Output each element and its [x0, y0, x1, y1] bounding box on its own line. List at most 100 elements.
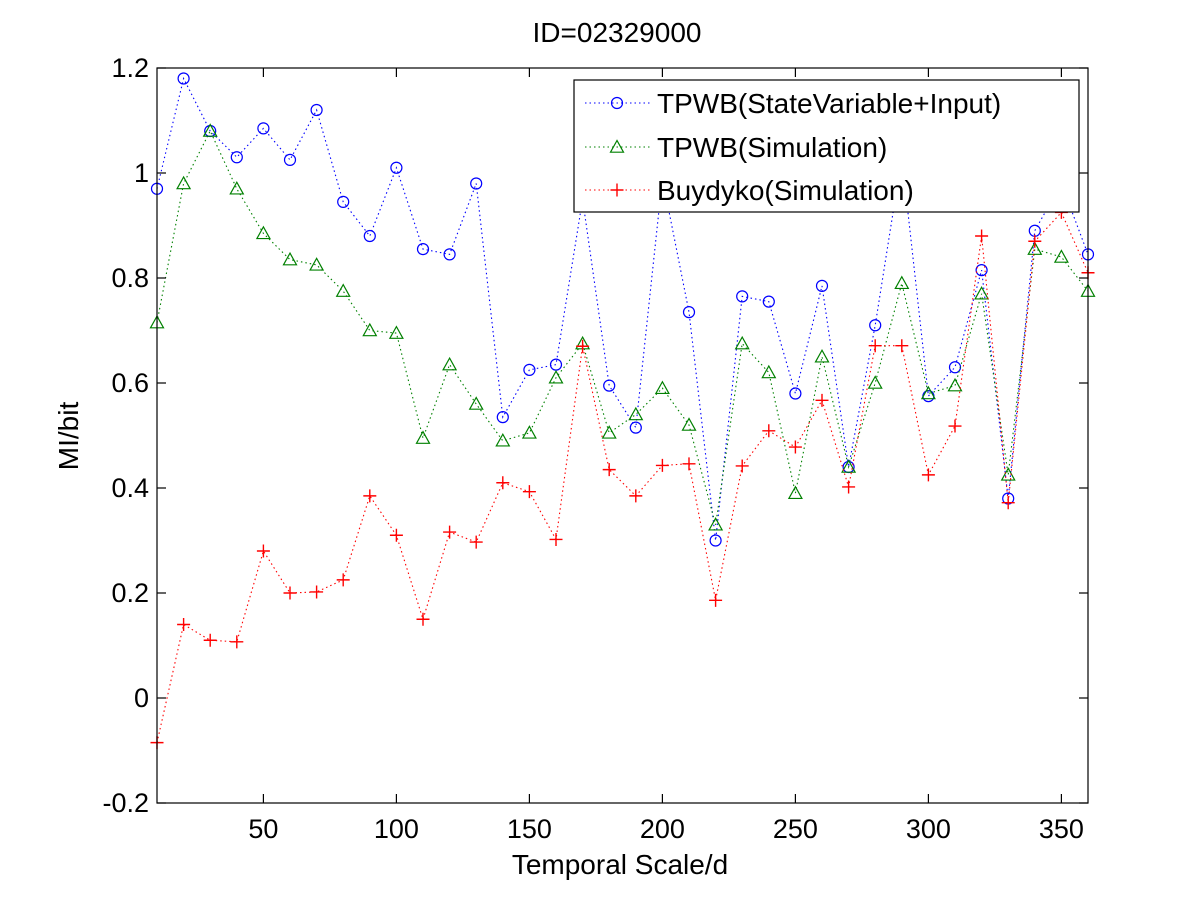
- data-point: [257, 122, 270, 135]
- data-point: [654, 380, 670, 395]
- data-point: [442, 356, 458, 371]
- data-point: [283, 586, 297, 600]
- data-point: [735, 459, 749, 473]
- data-point: [309, 257, 325, 271]
- y-tick-label: 1: [134, 158, 149, 188]
- data-point: [894, 275, 910, 290]
- data-point: [549, 532, 563, 546]
- data-point: [310, 585, 324, 599]
- data-point: [708, 517, 724, 531]
- legend-marker: [610, 96, 624, 110]
- data-point: [1027, 241, 1043, 255]
- series-line: [156, 211, 1089, 743]
- chart-title: ID=02329000: [533, 17, 702, 48]
- data-point: [814, 349, 830, 363]
- data-point: [496, 411, 509, 424]
- legend-label: Buydyko(Simulation): [657, 175, 914, 206]
- data-point: [762, 295, 775, 308]
- x-axis-ticks: 50 100 150 200 250 300 350: [248, 68, 1084, 844]
- data-point: [841, 459, 857, 473]
- data-point: [363, 229, 376, 243]
- data-point: [601, 425, 617, 439]
- data-point: [495, 433, 511, 447]
- data-point: [629, 489, 643, 503]
- data-point: [310, 103, 323, 117]
- data-point: [947, 377, 963, 392]
- data-point: [523, 363, 536, 376]
- data-point: [336, 573, 350, 587]
- data-point: [709, 593, 723, 607]
- legend-box: [573, 79, 1080, 213]
- data-point: [655, 458, 669, 472]
- data-point: [975, 264, 988, 277]
- y-tick-label: 0.2: [111, 578, 149, 608]
- y-axis-label: MI/bit: [53, 402, 84, 471]
- data-point: [736, 290, 749, 303]
- data-point: [202, 123, 218, 137]
- y-tick-label: 0.8: [111, 263, 149, 293]
- legend-entry: TPWB(StateVariable+Input): [585, 88, 1001, 119]
- y-tick-label: 0.6: [111, 368, 149, 398]
- data-point: [337, 195, 350, 208]
- data-point: [256, 544, 270, 558]
- data-point: [869, 319, 882, 332]
- data-point: [1001, 496, 1015, 510]
- series-3: [150, 205, 1095, 750]
- data-point: [895, 339, 909, 353]
- data-point: [362, 322, 378, 337]
- data-point: [682, 306, 696, 319]
- legend: TPWB(StateVariable+Input) TPWB(Simulation…: [573, 79, 1080, 213]
- data-point: [1053, 249, 1069, 263]
- data-point: [282, 251, 298, 266]
- data-point: [177, 72, 190, 85]
- data-point: [443, 525, 457, 539]
- data-point: [628, 406, 644, 421]
- y-tick-label: 1.2: [111, 53, 149, 83]
- data-point: [681, 417, 697, 431]
- legend-marker: [610, 183, 624, 197]
- data-point: [709, 534, 722, 547]
- data-point: [762, 424, 776, 438]
- data-point: [788, 440, 802, 454]
- x-tick-label: 50: [248, 814, 278, 844]
- x-tick-label: 100: [374, 814, 419, 844]
- plot-series: [149, 72, 1096, 750]
- legend-entries: TPWB(StateVariable+Input) TPWB(Simulation…: [585, 88, 1001, 206]
- x-tick-label: 250: [773, 814, 818, 844]
- legend-label: TPWB(StateVariable+Input): [657, 88, 1001, 119]
- y-axis-ticks: -0.2 0 0.2 0.4 0.6 0.8 1 1.2: [102, 53, 1088, 818]
- legend-marker: [609, 139, 625, 153]
- data-point: [948, 419, 962, 433]
- data-point: [815, 279, 829, 292]
- data-point: [576, 339, 590, 353]
- data-point: [229, 181, 245, 195]
- data-point: [629, 421, 642, 434]
- y-tick-label: -0.2: [102, 788, 149, 818]
- data-point: [868, 339, 882, 353]
- x-tick-label: 300: [906, 814, 951, 844]
- legend-entry: TPWB(Simulation): [585, 132, 887, 163]
- data-point: [815, 393, 829, 407]
- data-point: [974, 286, 990, 300]
- data-point: [390, 161, 403, 174]
- data-point: [734, 335, 750, 350]
- legend-label: TPWB(Simulation): [657, 132, 887, 163]
- data-point: [496, 476, 510, 490]
- data-point: [389, 528, 403, 542]
- data-point: [443, 248, 456, 261]
- data-point: [602, 463, 616, 477]
- data-point: [548, 370, 564, 384]
- y-tick-label: 0: [134, 683, 149, 713]
- data-point: [521, 425, 537, 439]
- data-point: [363, 489, 377, 503]
- data-point: [1028, 234, 1042, 248]
- data-point: [203, 633, 217, 647]
- data-point: [842, 480, 856, 494]
- data-point: [603, 379, 616, 392]
- data-point: [177, 618, 191, 631]
- data-point: [283, 153, 297, 166]
- x-tick-label: 150: [507, 814, 552, 844]
- data-point: [921, 468, 935, 482]
- x-tick-label: 350: [1039, 814, 1084, 844]
